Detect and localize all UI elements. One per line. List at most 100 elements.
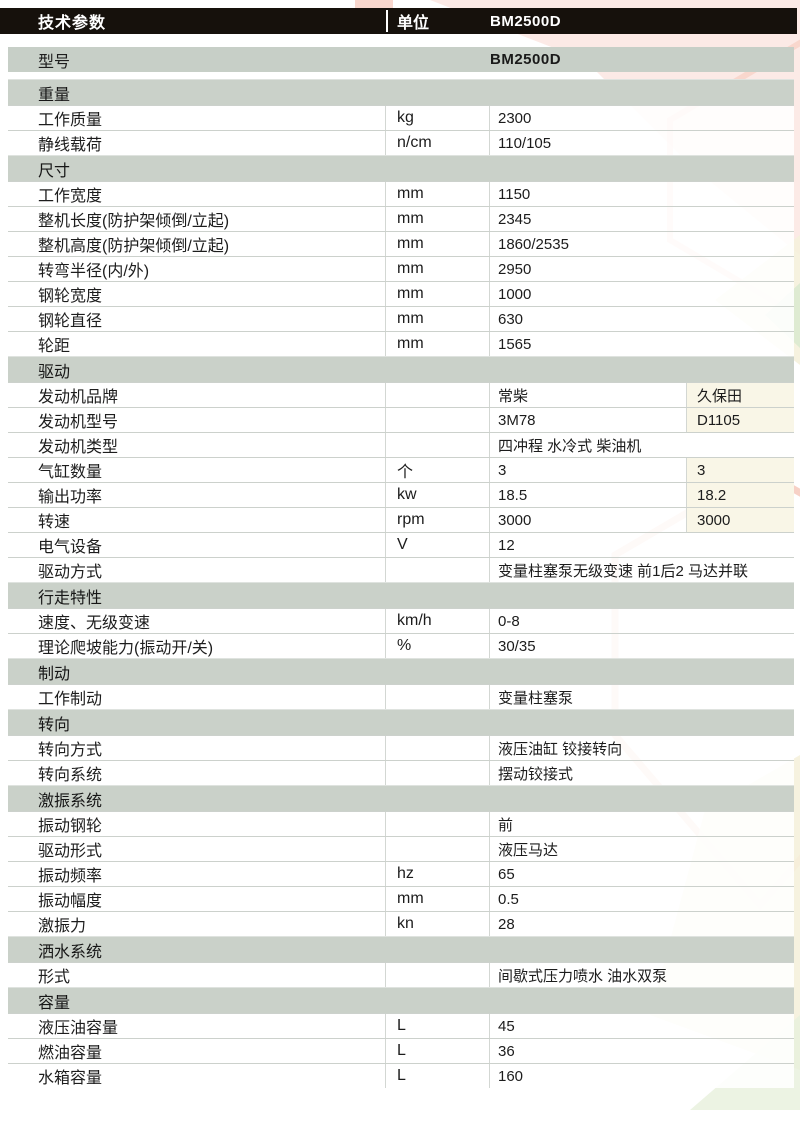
section-header: 驱动 — [8, 356, 794, 382]
row-unit: mm — [386, 232, 490, 256]
row-label: 转弯半径(内/外) — [8, 257, 386, 281]
row-unit — [386, 963, 490, 987]
table-row: 整机高度(防护架倾倒/立起) mm 1860/2535 — [8, 231, 794, 256]
row-label: 工作宽度 — [8, 182, 386, 206]
table-row: 工作宽度 mm 1150 — [8, 181, 794, 206]
row-value-secondary: 18.2 — [686, 483, 794, 507]
row-unit: 个 — [386, 458, 490, 482]
row-value: 630 — [498, 310, 524, 328]
row-unit: mm — [386, 257, 490, 281]
table-row: 驱动方式 变量柱塞泵无级变速 前1后2 马达并联 — [8, 557, 794, 582]
row-label: 振动频率 — [8, 862, 386, 886]
row-value: 摆动铰接式 — [498, 765, 574, 783]
row-value: 110/105 — [498, 134, 552, 152]
table-row: 转向系统 摆动铰接式 — [8, 760, 794, 785]
row-label: 钢轮直径 — [8, 307, 386, 331]
row-unit: kg — [386, 106, 490, 130]
table-row: 气缸数量个 3 3 — [8, 457, 794, 482]
row-value: 变量柱塞泵 — [498, 689, 574, 707]
section-header: 洒水系统 — [8, 936, 794, 962]
row-value-secondary: 3 — [686, 458, 794, 482]
row-unit: % — [386, 634, 490, 658]
row-value-secondary: 3000 — [686, 508, 794, 532]
row-unit: rpm — [386, 508, 490, 532]
row-value: 变量柱塞泵无级变速 前1后2 马达并联 — [498, 562, 749, 580]
row-unit: mm — [386, 887, 490, 911]
row-value: 65 — [498, 865, 515, 883]
row-unit — [386, 408, 490, 432]
table-row: 整机长度(防护架倾倒/立起) mm 2345 — [8, 206, 794, 231]
row-value-secondary: 久保田 — [686, 383, 794, 407]
row-label: 振动钢轮 — [8, 812, 386, 836]
table-row: 振动频率 hz 65 — [8, 861, 794, 886]
model-row-label: 型号 — [38, 53, 71, 71]
table-header-bar: 技术参数 单位 BM2500D — [0, 8, 797, 34]
table-row: 发动机类型 四冲程 水冷式 柴油机 — [8, 432, 794, 457]
row-value: 液压油缸 铰接转向 — [498, 740, 623, 758]
row-label: 振动幅度 — [8, 887, 386, 911]
table-row: 轮距 mm 1565 — [8, 331, 794, 356]
unit-column-header: 单位 — [397, 15, 430, 32]
row-value: 间歇式压力喷水 油水双泵 — [498, 967, 668, 985]
table-row: 钢轮直径 mm 630 — [8, 306, 794, 331]
row-unit — [386, 812, 490, 836]
spec-table-body: 重量 工作质量 kg 2300 静线载荷 n/cm 110/105 尺寸 工作宽度 mm 1150 整… — [8, 79, 794, 1088]
row-value: 1150 — [498, 185, 531, 203]
row-label: 工作制动 — [8, 685, 386, 709]
row-value: 2345 — [498, 210, 532, 228]
row-value: 160 — [498, 1067, 524, 1085]
row-unit: L — [386, 1064, 490, 1088]
row-label: 水箱容量 — [8, 1064, 386, 1088]
row-value: 45 — [498, 1017, 515, 1035]
table-row: 转弯半径(内/外) mm 2950 — [8, 256, 794, 281]
table-row: 转向方式 液压油缸 铰接转向 — [8, 735, 794, 760]
table-row: 钢轮宽度 mm 1000 — [8, 281, 794, 306]
row-label: 形式 — [8, 963, 386, 987]
row-unit: L — [386, 1014, 490, 1038]
row-label: 理论爬坡能力(振动开/关) — [8, 634, 386, 658]
row-value: 前 — [498, 816, 514, 834]
row-value: 0-8 — [498, 612, 520, 630]
row-label: 转向方式 — [8, 736, 386, 760]
row-value: 3M78 — [498, 411, 536, 429]
row-unit: mm — [386, 207, 490, 231]
row-unit — [386, 685, 490, 709]
table-row: 液压油容量 L 45 — [8, 1013, 794, 1038]
table-row: 发动机型号 3M78 D1105 — [8, 407, 794, 432]
section-header: 容量 — [8, 987, 794, 1013]
row-label: 燃油容量 — [8, 1039, 386, 1063]
spec-table: 型号 BM2500D 重量 工作质量 kg 2300 静线载荷 n/cm 110/105 尺寸… — [8, 47, 794, 1088]
row-label: 气缸数量 — [8, 458, 386, 482]
row-label: 转向系统 — [8, 761, 386, 785]
model-column-header: BM2500D — [490, 12, 562, 30]
model-row: 型号 BM2500D — [8, 47, 794, 72]
table-row: 水箱容量 L 160 — [8, 1063, 794, 1088]
row-label: 整机长度(防护架倾倒/立起) — [8, 207, 386, 231]
row-value: 12 — [498, 536, 515, 554]
table-row: 转速 rpm 3000 3000 — [8, 507, 794, 532]
row-value: 1860/2535 — [498, 235, 569, 253]
table-row: 电气设备 V 12 — [8, 532, 794, 557]
section-header: 行走特性 — [8, 582, 794, 608]
row-label: 轮距 — [8, 332, 386, 356]
row-unit: V — [386, 533, 490, 557]
row-unit — [386, 558, 490, 582]
row-unit: L — [386, 1039, 490, 1063]
row-value: 3000 — [498, 511, 532, 529]
row-unit: kn — [386, 912, 490, 936]
row-unit: mm — [386, 182, 490, 206]
table-row: 速度、无级变速 km/h 0-8 — [8, 608, 794, 633]
row-label: 液压油容量 — [8, 1014, 386, 1038]
table-row: 工作制动 变量柱塞泵 — [8, 684, 794, 709]
row-value: 0.5 — [498, 890, 519, 908]
row-value: 液压马达 — [498, 841, 559, 859]
table-row: 振动钢轮 前 — [8, 811, 794, 836]
row-label: 转速 — [8, 508, 386, 532]
model-row-value: BM2500D — [490, 51, 562, 68]
row-label: 激振力 — [8, 912, 386, 936]
header-column-divider — [386, 10, 388, 32]
table-row: 输出功率 kw 18.5 18.2 — [8, 482, 794, 507]
row-label: 电气设备 — [8, 533, 386, 557]
row-label: 发动机品牌 — [8, 383, 386, 407]
table-row: 工作质量 kg 2300 — [8, 105, 794, 130]
